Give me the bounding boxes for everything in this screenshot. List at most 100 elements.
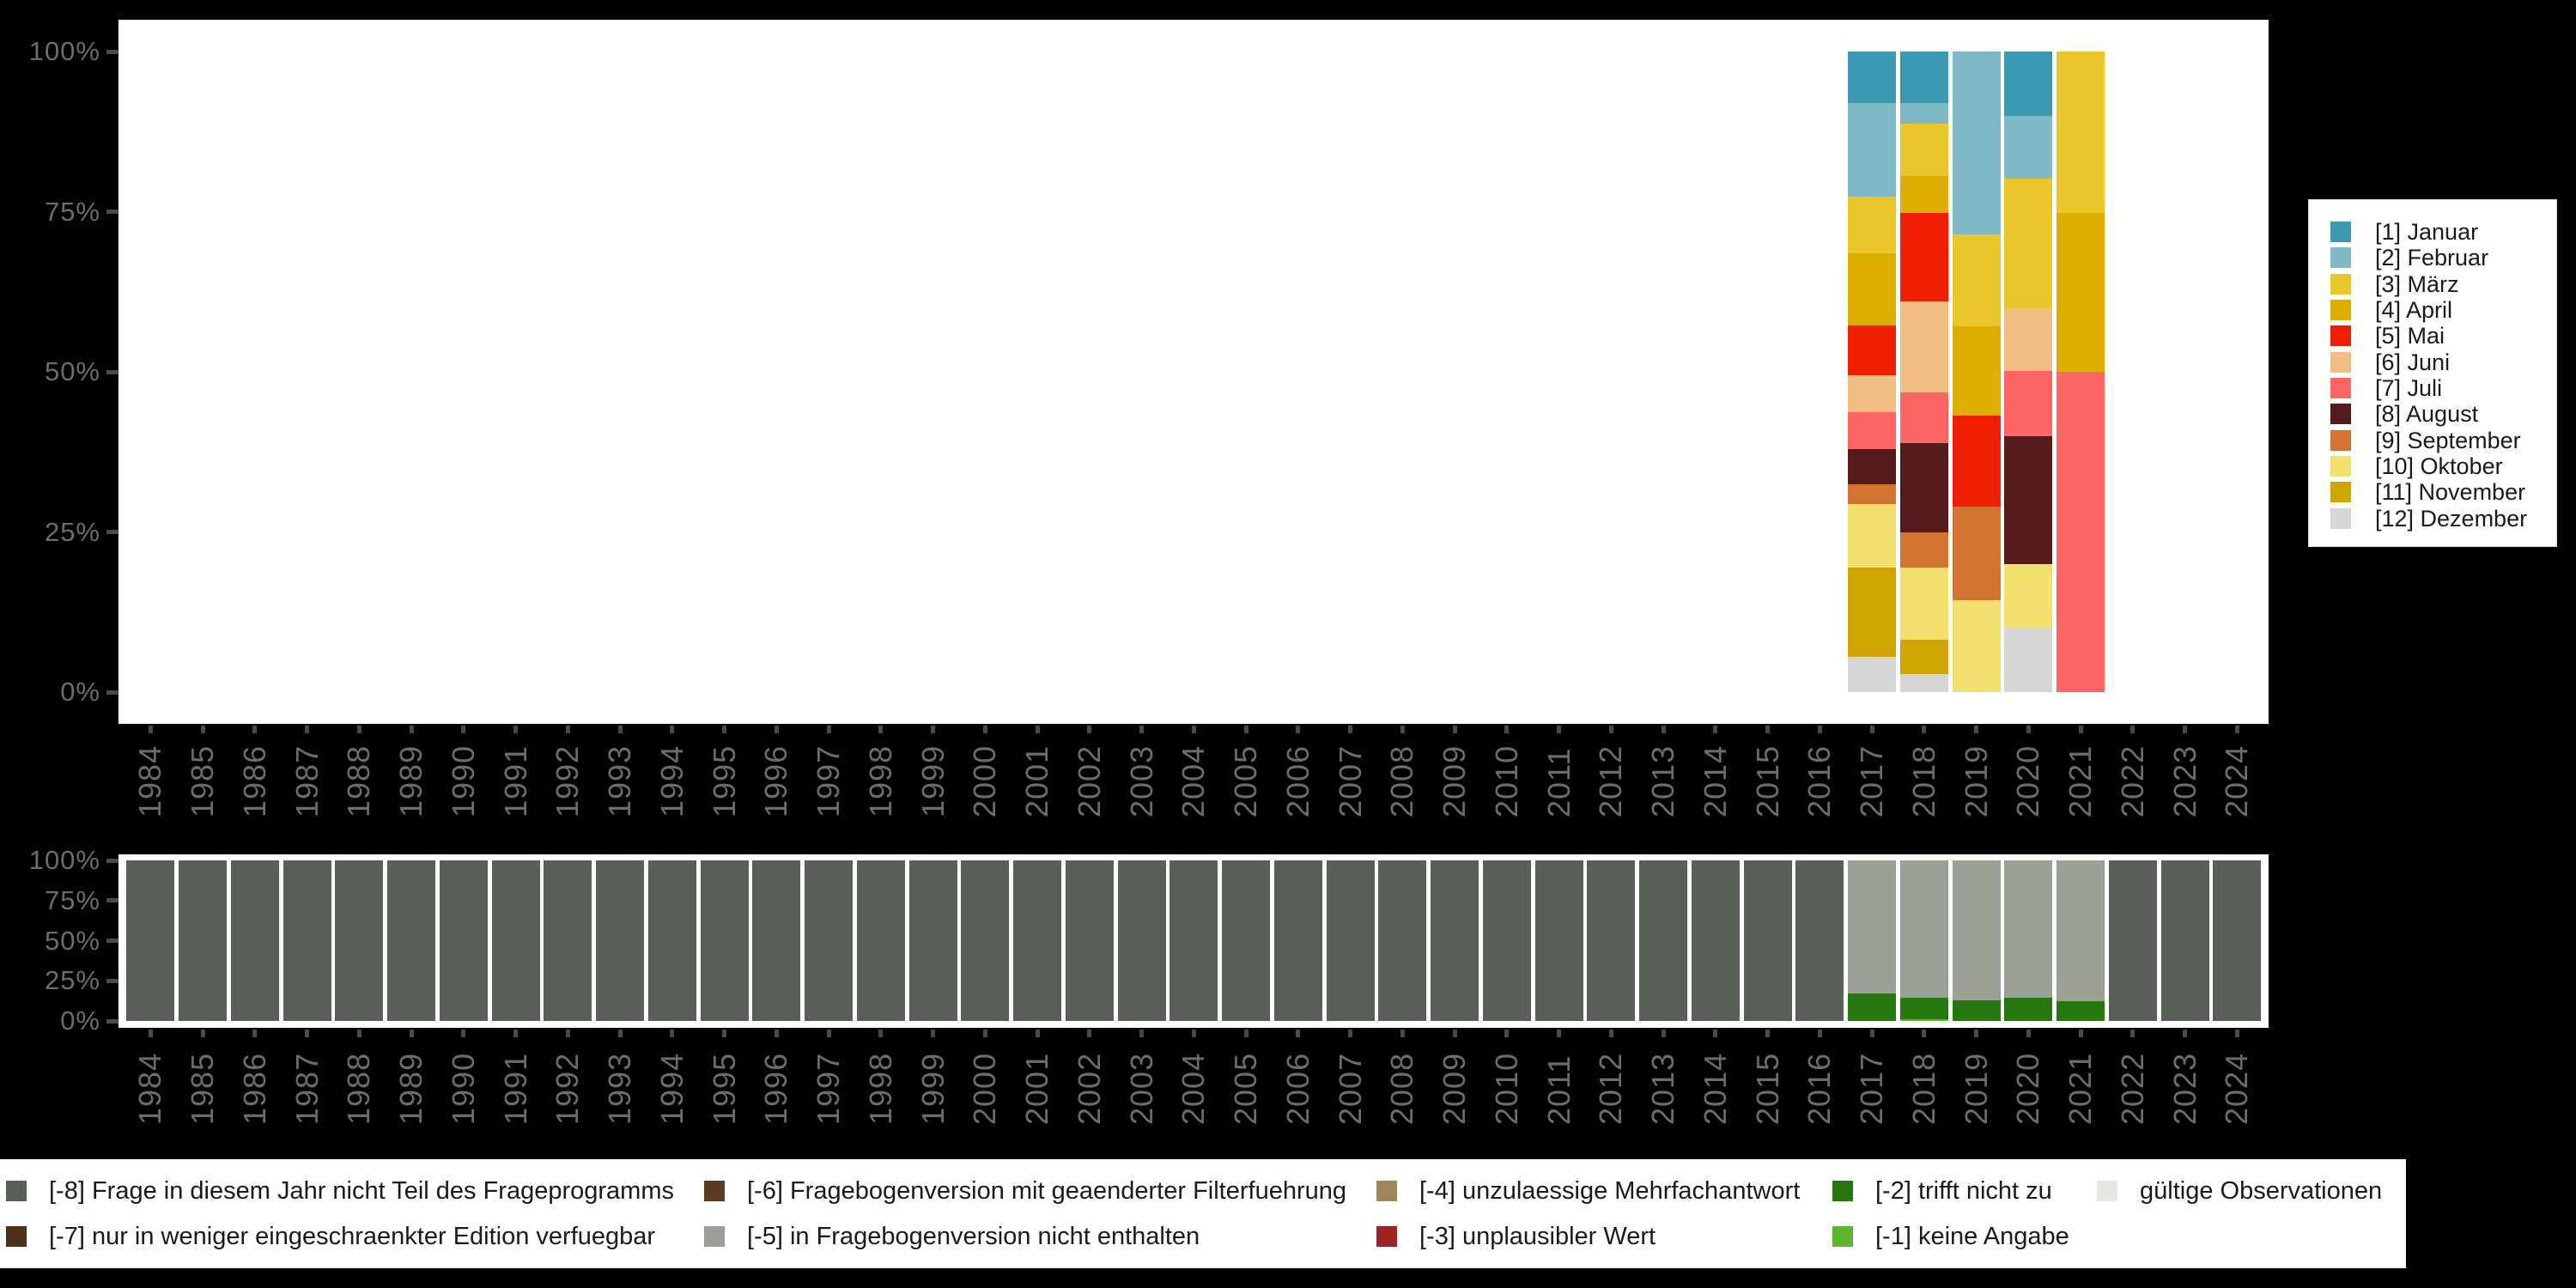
bar-segment[interactable] (1899, 639, 1948, 675)
bar-segment[interactable] (544, 860, 592, 1021)
bar-segment[interactable] (2160, 860, 2209, 1021)
bar-segment[interactable] (1899, 998, 1948, 1019)
bar-segment[interactable] (1899, 175, 1948, 213)
bar-segment[interactable] (2057, 860, 2105, 1002)
bar-segment[interactable] (1952, 416, 2001, 507)
bar-segment[interactable] (230, 860, 279, 1021)
bar-segment[interactable] (2004, 435, 2053, 564)
bar-segment[interactable] (1899, 103, 1948, 125)
bar-segment[interactable] (335, 860, 384, 1021)
x-axis-year-label: 1988 (341, 744, 377, 817)
bar-segment[interactable] (1848, 656, 1897, 692)
bar-segment[interactable] (2004, 998, 2053, 1021)
bar-segment[interactable] (2057, 212, 2105, 372)
bar-segment[interactable] (1899, 301, 1948, 392)
bar-segment[interactable] (1534, 860, 1583, 1021)
bar-segment[interactable] (1899, 532, 1948, 568)
bar-segment[interactable] (1848, 252, 1897, 326)
bar-segment[interactable] (1482, 860, 1531, 1021)
bar-segment[interactable] (1899, 567, 1948, 640)
bar-segment[interactable] (1899, 860, 1948, 999)
bar-segment[interactable] (1848, 860, 1897, 994)
bar-segment[interactable] (1899, 442, 1948, 533)
bar-segment[interactable] (647, 860, 696, 1021)
bar-segment[interactable] (1222, 860, 1271, 1021)
bar-segment[interactable] (1848, 411, 1897, 450)
bar-segment[interactable] (596, 860, 645, 1021)
bar-segment[interactable] (1795, 860, 1844, 1021)
bar-segment[interactable] (1848, 449, 1897, 484)
bar-segment[interactable] (283, 860, 331, 1021)
bar-segment[interactable] (2004, 52, 2053, 117)
bar-segment[interactable] (2004, 563, 2053, 629)
bar-segment[interactable] (1952, 52, 2001, 234)
bar-segment[interactable] (1431, 860, 1479, 1021)
legend-label-month: [9] September (2375, 427, 2521, 453)
bar-segment[interactable] (179, 860, 228, 1021)
bar-segment[interactable] (700, 860, 749, 1021)
bar-segment[interactable] (2004, 629, 2053, 692)
bar-segment[interactable] (1273, 860, 1322, 1021)
bar-segment[interactable] (2108, 860, 2157, 1021)
bar-segment[interactable] (2004, 371, 2053, 436)
x-axis-year-label: 2001 (1019, 1052, 1055, 1125)
x-axis-tick (252, 1030, 258, 1037)
bar-segment[interactable] (1326, 860, 1375, 1021)
bar-segment[interactable] (1848, 197, 1897, 253)
bar-segment[interactable] (1899, 674, 1948, 692)
bar-segment[interactable] (1848, 102, 1897, 197)
bar-segment[interactable] (805, 860, 854, 1021)
bar-segment[interactable] (1899, 52, 1948, 104)
x-axis-year-label: 1984 (132, 1052, 168, 1125)
bar-segment[interactable] (491, 860, 540, 1021)
bar-segment[interactable] (1952, 326, 2001, 416)
x-axis-year-label: 2004 (1176, 1052, 1212, 1125)
x-axis-tick (826, 726, 831, 733)
bar-segment[interactable] (1848, 52, 1897, 103)
y-axis-label: 50% (44, 356, 100, 386)
bar-segment[interactable] (2057, 372, 2105, 692)
bar-segment[interactable] (856, 860, 905, 1021)
bar-segment[interactable] (1743, 860, 1792, 1021)
bar-segment[interactable] (752, 860, 801, 1021)
x-axis-tick (826, 1030, 831, 1037)
bar-segment[interactable] (1065, 860, 1114, 1021)
bar-segment[interactable] (1899, 124, 1948, 176)
bar-segment[interactable] (2213, 860, 2262, 1021)
bar-segment[interactable] (2004, 860, 2053, 999)
bar-segment[interactable] (908, 860, 957, 1021)
bar-segment[interactable] (2004, 308, 2053, 372)
bar-segment[interactable] (126, 860, 175, 1021)
bar-segment[interactable] (1691, 860, 1740, 1021)
bar-segment[interactable] (1899, 392, 1948, 443)
bar-segment[interactable] (1378, 860, 1427, 1021)
bar-segment[interactable] (1952, 234, 2001, 327)
bar-segment[interactable] (2004, 116, 2053, 179)
bar-segment[interactable] (2004, 179, 2053, 309)
bar-segment[interactable] (1170, 860, 1218, 1021)
bar-segment[interactable] (2057, 52, 2105, 213)
x-axis-year-label: 1992 (550, 1052, 586, 1125)
bar-segment[interactable] (1952, 599, 2001, 692)
bar-segment[interactable] (1848, 993, 1897, 1021)
bar-segment[interactable] (1848, 503, 1897, 568)
bar-segment[interactable] (961, 860, 1010, 1021)
bar-segment[interactable] (1848, 483, 1897, 504)
bar-segment[interactable] (1013, 860, 1062, 1021)
bar-segment[interactable] (1899, 1018, 1948, 1021)
bar-segment[interactable] (1952, 860, 2001, 1001)
bar-segment[interactable] (1117, 860, 1166, 1021)
bar-segment[interactable] (1952, 507, 2001, 600)
x-axis-year-label: 1993 (602, 1052, 638, 1125)
bar-segment[interactable] (1952, 1000, 2001, 1021)
bar-segment[interactable] (387, 860, 436, 1021)
bar-segment[interactable] (1639, 860, 1688, 1021)
bar-segment[interactable] (1899, 212, 1948, 301)
bar-segment[interactable] (1587, 860, 1636, 1021)
bar-segment[interactable] (1848, 568, 1897, 657)
bar-segment[interactable] (2057, 1001, 2105, 1021)
bar-segment[interactable] (1848, 325, 1897, 375)
bar-segment[interactable] (1848, 374, 1897, 412)
x-axis-tick (1817, 726, 1822, 733)
bar-segment[interactable] (439, 860, 488, 1021)
